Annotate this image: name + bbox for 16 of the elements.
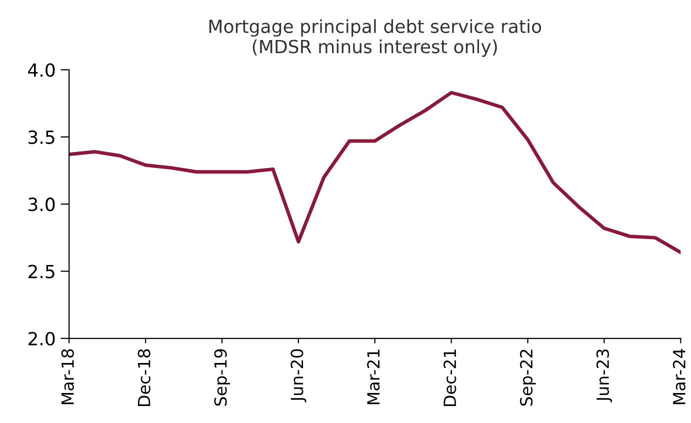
x-tick-label: Dec-18: [138, 349, 150, 406]
chart-title: Mortgage principal debt service ratio (MDSR minus interest only): [209, 19, 542, 57]
y-tick-label: 3.0: [28, 198, 55, 212]
x-tick-label: Jun-20: [290, 349, 306, 402]
x-tick-label: Sep-22: [520, 350, 536, 406]
y-tick-label: 2.0: [28, 332, 55, 346]
x-tick-label: Mar-21: [367, 350, 380, 404]
x-tick-label: Sep-19: [214, 349, 230, 406]
y-tick-label: 2.5: [28, 264, 54, 278]
x-tick-label: Dec-21: [444, 350, 456, 406]
x-tick-label: Mar-24: [672, 349, 686, 404]
line-series: [69, 90, 681, 254]
y-tick-label: 4.0: [28, 63, 55, 77]
y-tick-label: 3.5: [28, 130, 54, 144]
x-tick-label: Jun-23: [596, 349, 612, 402]
x-tick-label: Mar-18: [61, 349, 74, 404]
